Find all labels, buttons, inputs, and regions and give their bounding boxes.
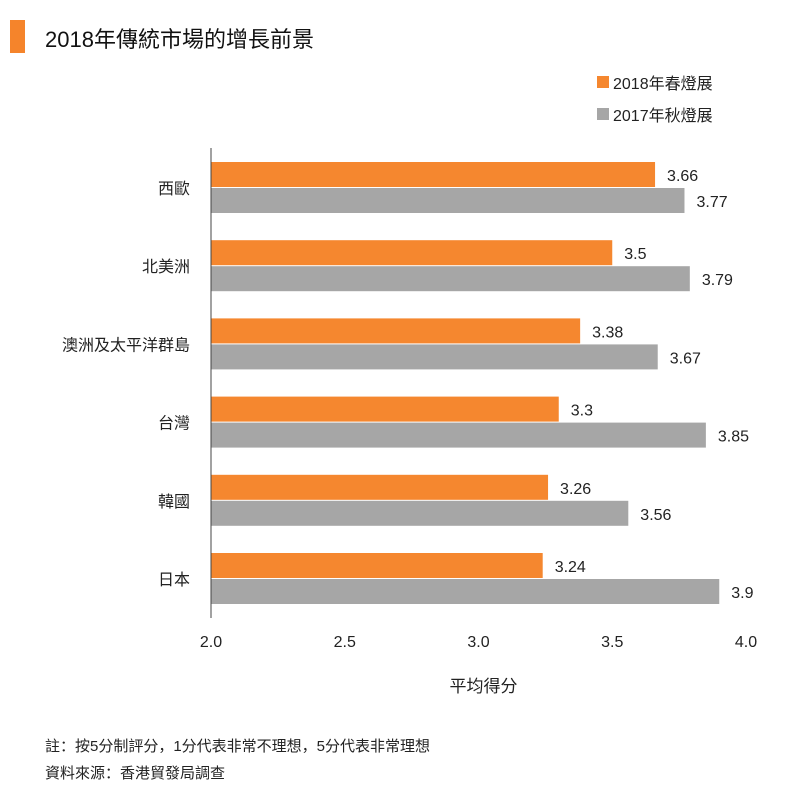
legend-item-2018: 2018年春燈展 xyxy=(597,70,713,94)
legend-item-2017: 2017年秋燈展 xyxy=(597,102,713,126)
data-label: 3.5 xyxy=(624,246,646,263)
data-label: 3.9 xyxy=(731,585,753,602)
bar xyxy=(211,188,685,213)
x-axis-label: 平均得分 xyxy=(450,677,518,696)
bar xyxy=(211,162,656,187)
bar xyxy=(211,344,658,370)
footnote: 註：按5分制評分，1分代表非常不理想，5分代表非常理想 xyxy=(45,738,431,755)
bar xyxy=(211,396,559,422)
bar xyxy=(211,318,581,344)
bar xyxy=(211,266,690,292)
x-tick-label: 3.0 xyxy=(467,634,489,651)
source-note: 資料來源：香港貿發局調查 xyxy=(45,765,226,782)
data-label: 3.79 xyxy=(702,272,733,289)
bar xyxy=(211,422,706,448)
data-label: 3.77 xyxy=(696,194,727,211)
data-label: 3.3 xyxy=(571,403,593,420)
chart-title: 2018年傳統市場的增長前景 xyxy=(45,27,314,52)
data-label: 3.56 xyxy=(640,507,671,524)
category-label: 韓國 xyxy=(158,493,190,511)
data-label: 3.26 xyxy=(560,481,591,498)
category-label: 日本 xyxy=(158,571,190,589)
data-label: 3.85 xyxy=(718,429,749,446)
category-label: 西歐 xyxy=(158,180,190,198)
bar xyxy=(211,500,629,526)
x-tick-label: 2.5 xyxy=(334,634,356,651)
bar xyxy=(211,553,543,578)
legend-label: 2018年春燈展 xyxy=(613,76,713,93)
x-tick-label: 3.5 xyxy=(601,634,623,651)
category-label: 北美洲 xyxy=(142,258,190,276)
x-tick-label: 2.0 xyxy=(200,634,222,651)
data-label: 3.66 xyxy=(667,168,698,185)
legend-swatch-orange xyxy=(597,76,609,88)
category-label: 澳洲及太平洋群島 xyxy=(62,336,190,354)
bar xyxy=(211,579,720,604)
x-tick-label: 4.0 xyxy=(735,634,757,651)
bar xyxy=(211,474,549,500)
title-accent-bar xyxy=(10,20,25,53)
category-label: 台灣 xyxy=(158,415,190,433)
legend-label: 2017年秋燈展 xyxy=(613,108,713,125)
data-label: 3.67 xyxy=(670,350,701,367)
data-label: 3.38 xyxy=(592,324,623,341)
bar xyxy=(211,240,613,266)
legend-swatch-gray xyxy=(597,108,609,120)
data-label: 3.24 xyxy=(555,559,586,576)
